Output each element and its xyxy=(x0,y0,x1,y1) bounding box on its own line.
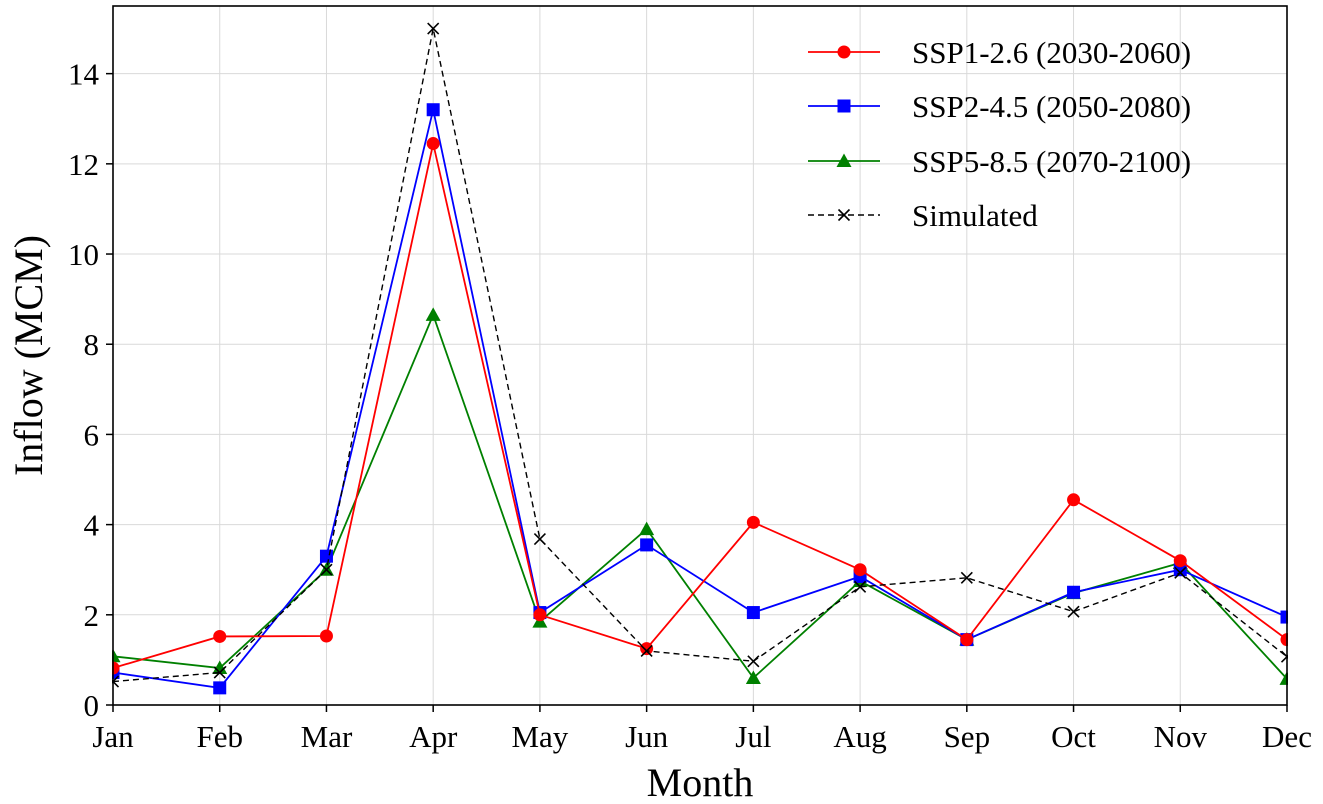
x-tick-label: Apr xyxy=(409,719,458,754)
data-point xyxy=(320,563,333,576)
legend-marker xyxy=(837,45,851,59)
series-4 xyxy=(112,22,1288,688)
data-point xyxy=(746,606,760,620)
x-tick-label: Oct xyxy=(1051,719,1096,754)
data-point xyxy=(427,22,440,35)
data-point xyxy=(319,629,333,643)
data-point xyxy=(1280,633,1288,647)
data-point xyxy=(960,633,974,647)
x-axis-title: Month xyxy=(647,760,754,804)
data-point xyxy=(426,137,440,151)
data-point xyxy=(854,580,867,593)
y-tick-label: 4 xyxy=(84,508,100,543)
legend-item: SSP1-2.6 (2030-2060) xyxy=(808,35,1191,70)
x-tick-label: Feb xyxy=(196,719,243,754)
x-tick-label: Jan xyxy=(92,719,134,754)
x-tick-label: Jun xyxy=(625,719,669,754)
data-point xyxy=(213,629,227,643)
data-point xyxy=(212,660,228,675)
legend-label: SSP5-8.5 (2070-2100) xyxy=(912,144,1191,179)
x-tick-label: Dec xyxy=(1262,719,1312,754)
data-point xyxy=(1173,563,1187,577)
data-point xyxy=(960,571,973,584)
legend-item: SSP5-8.5 (2070-2100) xyxy=(808,144,1191,179)
data-point xyxy=(533,608,547,622)
series-line xyxy=(112,109,1288,689)
data-point xyxy=(112,648,121,663)
data-point xyxy=(533,532,546,546)
legend-label: SSP2-4.5 (2050-2080) xyxy=(912,89,1191,124)
data-point xyxy=(1174,566,1187,579)
series-3 xyxy=(112,307,1288,685)
data-point xyxy=(213,681,227,695)
legend-marker xyxy=(837,208,851,222)
y-tick-label: 8 xyxy=(84,327,100,362)
series-line xyxy=(112,28,1288,683)
data-point xyxy=(1173,554,1187,568)
data-point xyxy=(1279,671,1288,685)
legend-item: Simulated xyxy=(808,198,1038,233)
y-tick-label: 6 xyxy=(84,417,100,452)
data-point xyxy=(640,538,654,552)
data-point xyxy=(639,521,655,536)
x-tick-label: Mar xyxy=(301,719,353,754)
legend-item: SSP2-4.5 (2050-2080) xyxy=(808,89,1191,124)
x-tick-label: Jul xyxy=(735,719,771,754)
x-tick-label: Sep xyxy=(944,719,991,754)
data-point xyxy=(640,644,653,657)
legend-label: Simulated xyxy=(912,198,1038,233)
y-tick-label: 14 xyxy=(68,57,100,92)
series-1 xyxy=(112,137,1288,675)
legend-marker xyxy=(837,99,851,113)
x-tick-label: Nov xyxy=(1154,719,1208,754)
data-point xyxy=(1067,605,1080,618)
plot-area-frame xyxy=(112,5,1288,706)
y-axis-title: Inflow (MCM) xyxy=(6,235,51,476)
data-point xyxy=(746,515,760,529)
x-tick-label: May xyxy=(511,719,568,754)
axes: Jan Feb Mar Apr May Jun Jul Aug Sep Oct Nov Dec 0 2 4 6… xyxy=(68,57,1312,754)
data-point xyxy=(213,666,226,679)
data-point xyxy=(425,307,441,321)
series-2 xyxy=(112,103,1288,695)
y-tick-label: 0 xyxy=(84,688,100,723)
data-point xyxy=(319,549,333,563)
data-point xyxy=(426,103,440,117)
series-layer xyxy=(112,22,1288,695)
legend: SSP1-2.6 (2030-2060) SSP2-4.5 (2050-2080)… xyxy=(808,35,1191,233)
y-tick-label: 12 xyxy=(68,147,99,182)
legend-marker xyxy=(836,153,852,167)
data-point xyxy=(112,661,120,675)
series-line xyxy=(112,312,1288,680)
series-line xyxy=(112,143,1288,669)
data-point xyxy=(747,655,760,668)
y-tick-label: 2 xyxy=(84,598,100,633)
data-point xyxy=(1280,610,1288,624)
data-point xyxy=(640,642,654,656)
legend-label: SSP1-2.6 (2030-2060) xyxy=(912,35,1191,70)
data-point xyxy=(1067,585,1081,599)
x-tick-label: Aug xyxy=(833,719,886,754)
data-point xyxy=(745,670,761,684)
y-tick-label: 10 xyxy=(68,237,99,272)
data-point xyxy=(1067,493,1081,507)
data-point xyxy=(853,563,867,577)
